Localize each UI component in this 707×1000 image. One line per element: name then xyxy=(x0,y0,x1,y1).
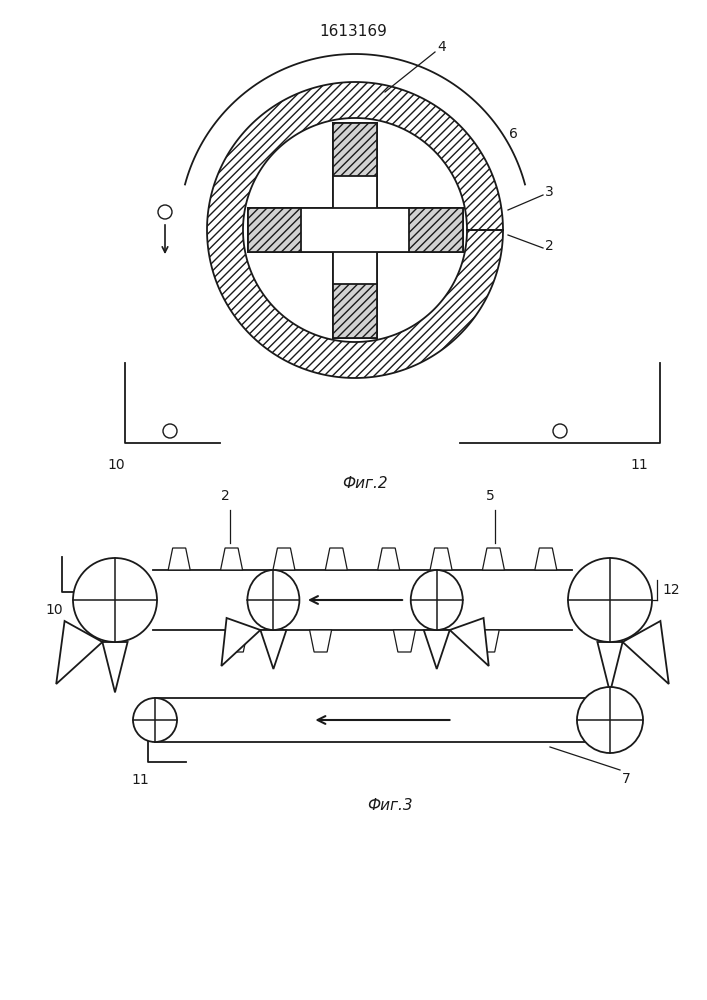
Text: 5: 5 xyxy=(486,489,494,503)
Text: 10: 10 xyxy=(45,603,63,617)
Text: 10: 10 xyxy=(107,458,124,472)
Polygon shape xyxy=(333,284,377,338)
Polygon shape xyxy=(393,630,416,652)
Circle shape xyxy=(73,558,157,642)
Polygon shape xyxy=(247,208,462,252)
Polygon shape xyxy=(333,122,377,338)
Text: 11: 11 xyxy=(630,458,648,472)
Polygon shape xyxy=(409,208,462,252)
Text: 2: 2 xyxy=(545,239,554,253)
Text: 11: 11 xyxy=(131,773,149,787)
Text: Фиг.2: Фиг.2 xyxy=(342,476,388,491)
Polygon shape xyxy=(221,548,243,570)
Polygon shape xyxy=(378,548,399,570)
Circle shape xyxy=(163,424,177,438)
Text: 7: 7 xyxy=(622,772,631,786)
Polygon shape xyxy=(247,208,462,252)
Text: 6: 6 xyxy=(509,127,518,141)
Polygon shape xyxy=(482,548,504,570)
Circle shape xyxy=(553,424,567,438)
Text: 3: 3 xyxy=(545,185,554,199)
Polygon shape xyxy=(333,122,377,338)
Polygon shape xyxy=(477,630,499,652)
Polygon shape xyxy=(450,618,489,666)
Text: 1613169: 1613169 xyxy=(319,24,387,39)
Polygon shape xyxy=(597,642,623,692)
Circle shape xyxy=(158,205,172,219)
Polygon shape xyxy=(168,548,190,570)
Polygon shape xyxy=(623,621,669,684)
Polygon shape xyxy=(103,642,127,692)
Text: 2: 2 xyxy=(221,489,229,503)
Text: Фиг.3: Фиг.3 xyxy=(367,798,413,813)
Polygon shape xyxy=(423,630,450,669)
Polygon shape xyxy=(207,82,503,378)
Polygon shape xyxy=(247,208,301,252)
Polygon shape xyxy=(56,621,103,684)
Polygon shape xyxy=(333,122,377,176)
Text: 12: 12 xyxy=(662,583,679,597)
Polygon shape xyxy=(325,548,347,570)
Polygon shape xyxy=(273,548,295,570)
Polygon shape xyxy=(534,548,557,570)
Polygon shape xyxy=(260,630,286,669)
Ellipse shape xyxy=(247,570,299,630)
Circle shape xyxy=(568,558,652,642)
Circle shape xyxy=(133,698,177,742)
Polygon shape xyxy=(226,630,247,652)
Ellipse shape xyxy=(411,570,463,630)
Polygon shape xyxy=(310,630,332,652)
Polygon shape xyxy=(430,548,452,570)
Text: 4: 4 xyxy=(437,40,445,54)
Polygon shape xyxy=(221,618,260,666)
Circle shape xyxy=(577,687,643,753)
